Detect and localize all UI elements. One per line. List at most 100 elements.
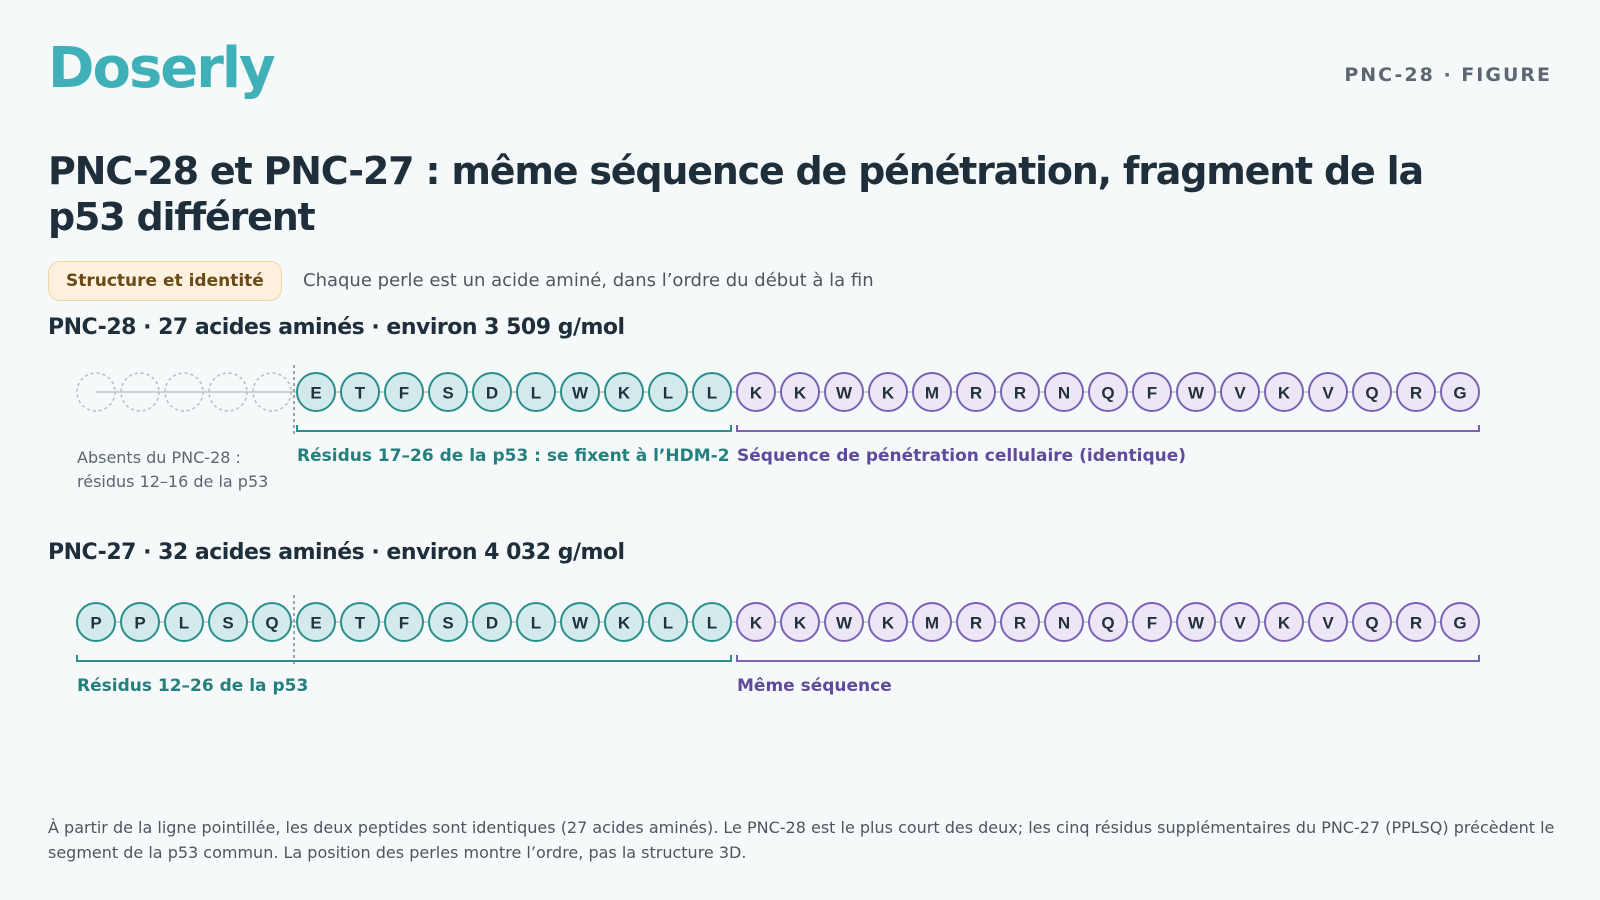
pnc28-cpp-bead (736, 372, 776, 412)
pnc27-cpp-bead-letter: F (1147, 614, 1157, 633)
pnc28-cpp-bead (868, 372, 908, 412)
pnc27-p53-label: Résidus 12–26 de la p53 (77, 676, 309, 696)
section-pill: Structure et identité (48, 261, 282, 301)
pnc27-p53-bead-letter: T (355, 614, 366, 633)
pnc28-p53-bracket (296, 425, 732, 432)
pnc27-p53-bead-letter: P (90, 614, 101, 633)
pnc27-cpp-bead (780, 602, 820, 642)
pnc28-cpp-bead-letter: Q (1365, 384, 1378, 403)
pnc28-cpp-bead-letter: R (1410, 384, 1422, 403)
brand-logo: Doserly (48, 36, 276, 101)
pnc28-p53-bead (340, 372, 380, 412)
pnc28-cpp-bead (956, 372, 996, 412)
pnc28-cpp-bead (1176, 372, 1216, 412)
pnc28-p53-bead-letter: W (572, 384, 589, 403)
pnc28-title: PNC-28 · 27 acides aminés · environ 3 50… (48, 315, 625, 340)
pnc27-cpp-bead-letter: K (794, 614, 807, 633)
pnc27-cpp-bead (1176, 602, 1216, 642)
pnc28-p53-bead (472, 372, 512, 412)
pnc28-cpp-bead (1440, 372, 1480, 412)
pnc27-p53-bead (472, 602, 512, 642)
pnc28-p53-bead-letter: E (310, 384, 321, 403)
pnc28-absent-bead (76, 372, 116, 412)
pnc28-absent-bead (120, 372, 160, 412)
pnc27-cpp-bead (1088, 602, 1128, 642)
pnc28-cpp-bead (780, 372, 820, 412)
footnote: À partir de la ligne pointillée, les deu… (48, 818, 1555, 862)
pnc28-cpp-bead-letter: R (970, 384, 982, 403)
pnc27-cpp-bead (912, 602, 952, 642)
pnc27-cpp-bead (736, 602, 776, 642)
pnc28-p53-bead (560, 372, 600, 412)
pnc27-p53-bead (648, 602, 688, 642)
pnc27-cpp-bead-letter: V (1234, 614, 1246, 633)
pnc27-cpp-bead-letter: V (1322, 614, 1334, 633)
pnc27-cpp-bead-letter: G (1453, 614, 1466, 633)
pnc28-cpp-bead-letter: R (1014, 384, 1026, 403)
pnc27-cpp-bead (824, 602, 864, 642)
pnc27-cpp-bead-letter: Q (1365, 614, 1378, 633)
pnc28-cpp-bead (1308, 372, 1348, 412)
pnc27-cpp-bead (868, 602, 908, 642)
pnc27-cpp-bead-letter: N (1058, 614, 1070, 633)
pnc27-p53-bead (296, 602, 336, 642)
pnc28-p53-bead-letter: L (663, 384, 673, 403)
pnc28-p53-bead-letter: T (355, 384, 366, 403)
pnc28-cpp-bead-letter: Q (1101, 384, 1114, 403)
pnc28-absent-bead (208, 372, 248, 412)
pnc28-cpp-bead-letter: V (1322, 384, 1334, 403)
pnc28-cpp-bead (1088, 372, 1128, 412)
pnc27-p53-bead (76, 602, 116, 642)
pnc27-p53-bead-letter: E (310, 614, 321, 633)
pnc28-p53-bead-letter: D (486, 384, 498, 403)
pnc27-cpp-bead-letter: W (1188, 614, 1205, 633)
pnc27-cpp-label: Même séquence (737, 676, 892, 696)
pnc28-p53-bead (384, 372, 424, 412)
pnc27-cpp-bead (1396, 602, 1436, 642)
intro-text: Chaque perle est un acide aminé, dans l’… (303, 270, 874, 291)
pnc27-p53-bracket (76, 655, 732, 662)
pnc28-cpp-bead-letter: W (1188, 384, 1205, 403)
pnc28-p53-bead-letter: K (618, 384, 631, 403)
pnc28-p53-bead (648, 372, 688, 412)
pnc28-cpp-bead-letter: K (750, 384, 763, 403)
pnc27-p53-bead-letter: D (486, 614, 498, 633)
pnc27-p53-bead (604, 602, 644, 642)
pnc28-cpp-bead-letter: N (1058, 384, 1070, 403)
pnc27-p53-bead-letter: S (442, 614, 453, 633)
pnc28-cpp-bead (1352, 372, 1392, 412)
pnc28-absent-bead (252, 372, 292, 412)
pnc27-cpp-bead (1000, 602, 1040, 642)
pnc27-cpp-bead-letter: R (1410, 614, 1422, 633)
pnc28-cpp-bead-letter: W (836, 384, 853, 403)
pnc28-p53-bead (428, 372, 468, 412)
pnc27-cpp-bead (1220, 602, 1260, 642)
pnc27-p53-bead-letter: W (572, 614, 589, 633)
pnc27-p53-bead-letter: Q (265, 614, 278, 633)
pnc27-cpp-bead (1044, 602, 1084, 642)
pnc27-cpp-bead-letter: M (925, 614, 939, 633)
pnc28-p53-bead (604, 372, 644, 412)
pnc27-cpp-bracket (736, 655, 1480, 662)
pnc27-p53-bead (692, 602, 732, 642)
pnc28-cpp-bead-letter: V (1234, 384, 1246, 403)
pnc28-absent-bead (164, 372, 204, 412)
pnc27-cpp-bead (1308, 602, 1348, 642)
pnc28-cpp-bead (1000, 372, 1040, 412)
pnc27-p53-bead-letter: S (222, 614, 233, 633)
figure-tag: PNC-28 · FIGURE (1344, 64, 1552, 86)
pnc28-p53-bead (296, 372, 336, 412)
pnc27-cpp-bead-letter: R (970, 614, 982, 633)
pnc27-p53-bead (340, 602, 380, 642)
pnc27-p53-bead (120, 602, 160, 642)
pnc27-p53-bead (384, 602, 424, 642)
pnc28-cpp-bead-letter: K (794, 384, 807, 403)
pnc27-cpp-bead (956, 602, 996, 642)
pnc27-p53-bead (560, 602, 600, 642)
pnc27-cpp-bead (1264, 602, 1304, 642)
pnc27-p53-bead (516, 602, 556, 642)
pnc28-cpp-bead (824, 372, 864, 412)
pnc28-cpp-bead (912, 372, 952, 412)
pnc28-cpp-bead (1132, 372, 1172, 412)
pnc28-cpp-bead-letter: G (1453, 384, 1466, 403)
